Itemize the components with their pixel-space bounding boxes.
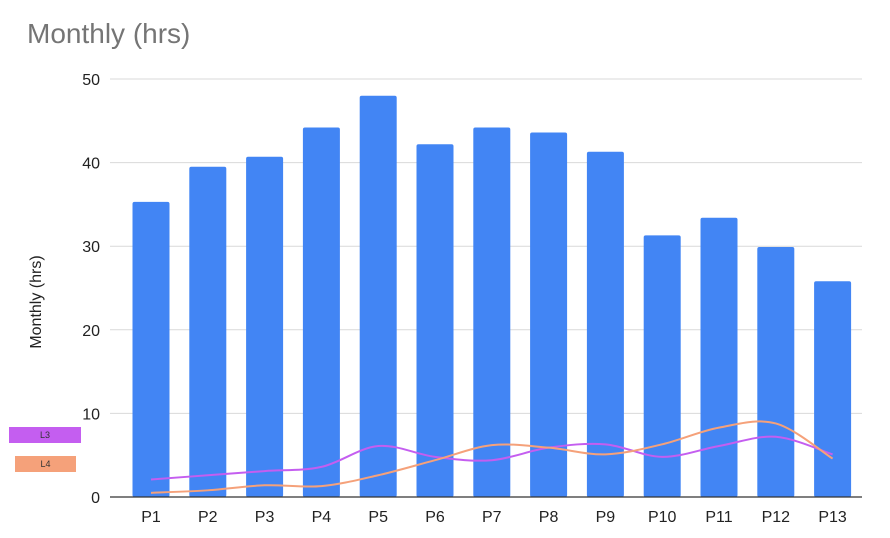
bar [530,132,568,497]
x-tick-label: P1 [141,509,161,526]
y-tick-label: 20 [82,323,100,340]
bar [246,156,284,498]
x-tick-label: P8 [539,509,559,526]
bar [700,217,738,497]
x-tick-label: P6 [425,509,445,526]
x-tick-label: P2 [198,509,218,526]
x-tick-label: P5 [368,509,388,526]
bar [814,281,852,497]
bars [132,95,852,498]
x-tick-label: P11 [705,509,732,526]
x-tick-label: P7 [482,509,502,526]
x-tick-label: P10 [648,509,677,526]
y-tick-label: 30 [82,239,100,256]
x-tick-label: P12 [762,509,791,526]
x-tick-label: P3 [255,509,275,526]
x-tick-label: P9 [596,509,616,526]
bar [132,201,170,497]
y-tick-label: 0 [91,490,100,507]
bar [473,127,511,497]
axes: 0 10 20 30 40 50 P1 P2 P3 P4 P5 P6 P7 P8 P9 P10 P11 P12 P1… [82,72,862,526]
legend-item-l3: L3 [9,427,81,443]
bar [643,235,681,497]
bar [586,151,624,497]
bar [302,127,340,497]
chart-title: Monthly (hrs) [27,18,191,49]
y-tick-label: 50 [82,72,100,89]
series-line-l3 [150,435,833,481]
y-axis-title: Monthly (hrs) [28,255,45,348]
bar [757,247,795,497]
x-tick-label: P13 [818,509,847,526]
bar [189,166,227,497]
y-tick-label: 40 [82,156,100,173]
bar [416,144,454,497]
x-tick-label: P4 [312,509,332,526]
y-tick-label: 10 [82,406,100,423]
series-line-l4 [150,420,834,494]
bar [359,95,397,497]
trend-lines [150,420,834,494]
legend-item-l4: L4 [15,456,76,472]
